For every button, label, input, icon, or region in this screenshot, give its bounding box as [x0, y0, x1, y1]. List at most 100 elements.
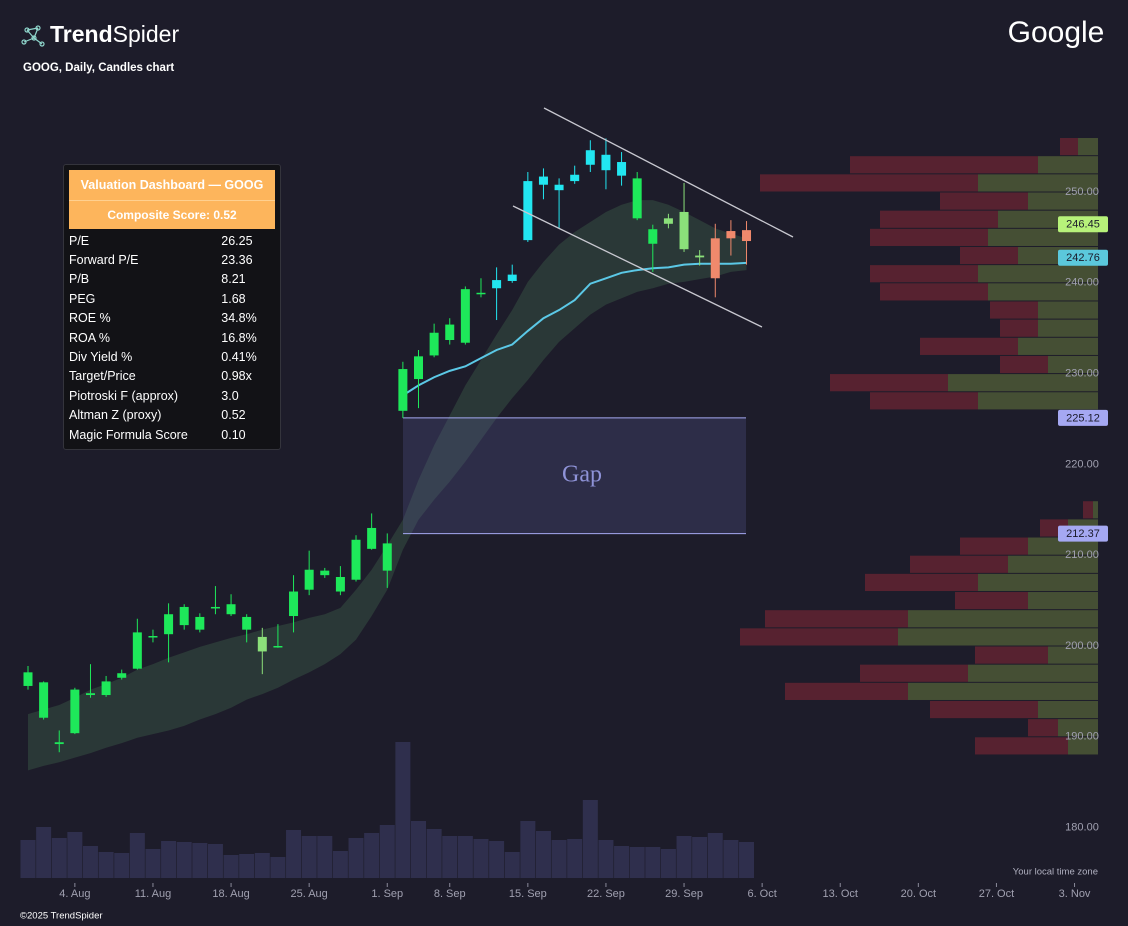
- candle-body: [101, 681, 111, 696]
- candle-body: [398, 369, 408, 411]
- price-tag: [1058, 409, 1108, 426]
- volume-bar: [317, 836, 333, 878]
- volume-bar: [161, 841, 177, 878]
- brand: TrendSpider: [50, 21, 179, 47]
- profile-up: [1018, 337, 1098, 355]
- volume-bar: [207, 844, 223, 878]
- candle-body: [70, 689, 80, 734]
- metric-value: 0.98x: [221, 369, 252, 384]
- profile-down: [830, 374, 948, 392]
- volume-bar: [129, 833, 145, 878]
- channel-line: [512, 205, 763, 328]
- volume-bar: [332, 851, 348, 878]
- volume-bar: [411, 821, 426, 878]
- x-tick-label: 18. Aug: [212, 888, 249, 900]
- metric-name: Altman Z (proxy): [69, 408, 162, 423]
- candle-body: [632, 178, 642, 219]
- profile-down: [880, 210, 998, 228]
- candle-body: [273, 646, 283, 648]
- volume-bar: [286, 830, 302, 878]
- volume-bar: [723, 840, 739, 878]
- profile-up: [1028, 537, 1098, 555]
- profile-down: [880, 283, 988, 301]
- profile-down: [955, 592, 1028, 610]
- volume-bar: [598, 840, 614, 878]
- profile-up: [1058, 719, 1098, 737]
- metric-name: Piotroski F (approx): [69, 388, 179, 403]
- candle-body: [289, 591, 299, 617]
- moving-average: [402, 261, 747, 397]
- profile-up: [1008, 555, 1098, 573]
- profile-up: [1028, 192, 1098, 210]
- volume-bar: [426, 829, 442, 878]
- price-tag-label: 242.76: [1066, 252, 1100, 264]
- candle-body: [695, 255, 705, 258]
- profile-down: [975, 737, 1068, 755]
- profile-down: [870, 265, 978, 283]
- candle-body: [382, 543, 392, 571]
- profile-down: [930, 700, 1038, 719]
- volume-bar: [504, 852, 520, 878]
- dashboard-row: Magic Formula Score 0.10: [69, 425, 280, 444]
- volume-bar: [567, 839, 583, 878]
- volume-bar: [629, 847, 645, 878]
- profile-down: [940, 192, 1028, 210]
- price-tag-label: 246.45: [1066, 219, 1100, 231]
- volume-bar: [51, 838, 67, 878]
- candle-body: [492, 280, 502, 289]
- candle-body: [148, 636, 158, 638]
- dashboard-header: Valuation Dashboard — GOOG Composite Sco…: [69, 170, 275, 229]
- metric-value: 34.8%: [221, 311, 257, 326]
- y-tick-label: 180.00: [1065, 822, 1099, 834]
- profile-up: [1048, 646, 1098, 664]
- volume-bar: [192, 843, 208, 878]
- price-tag-label: 212.37: [1066, 528, 1100, 540]
- profile-up: [978, 392, 1098, 410]
- plot: Gap 180.00 190.00 200.00 210.00 220.00 230.00 2…: [20, 138, 1108, 900]
- profile-up: [1048, 355, 1098, 374]
- profile-up: [1028, 592, 1098, 610]
- profile-down: [870, 228, 988, 246]
- candle-body: [554, 184, 564, 191]
- profile-down: [990, 301, 1038, 319]
- metric-name: Forward P/E: [69, 253, 139, 268]
- price-tag: [1058, 249, 1108, 266]
- volume-bar: [67, 832, 83, 878]
- volume-bar: [98, 852, 114, 878]
- x-tick-label: 25. Aug: [290, 888, 327, 900]
- candle-body: [210, 606, 220, 609]
- candle-body: [85, 693, 95, 696]
- profile-down: [740, 628, 898, 646]
- candle-body: [507, 274, 517, 281]
- candle-body: [335, 576, 345, 592]
- dashboard-row: Piotroski F (approx) 3.0: [69, 386, 280, 405]
- candle-body: [742, 230, 752, 242]
- volume-bar: [254, 853, 270, 878]
- profile-down: [1000, 355, 1048, 374]
- profile-up: [978, 174, 1098, 192]
- profile-up: [978, 265, 1098, 283]
- x-tick-label: 15. Sep: [509, 888, 547, 900]
- profile-up: [1038, 700, 1098, 719]
- candle-body: [726, 231, 736, 239]
- brand-icon: [21, 25, 45, 47]
- dashboard-row: ROE % 34.8%: [69, 309, 280, 328]
- x-tick-label: 22. Sep: [587, 888, 625, 900]
- x-tick-label: 29. Sep: [665, 888, 703, 900]
- profile-up: [1093, 501, 1098, 519]
- volume-bar: [660, 849, 676, 878]
- metric-name: Magic Formula Score: [69, 427, 188, 442]
- profile-up: [1068, 737, 1098, 755]
- candle-body: [445, 324, 455, 341]
- volume-bar: [36, 827, 52, 878]
- price-tag-label: 225.12: [1066, 412, 1100, 424]
- volume-bar: [520, 821, 536, 878]
- volume-bar: [551, 840, 567, 878]
- profile-down: [760, 174, 978, 192]
- candle-body: [226, 604, 236, 615]
- x-tick-label: 27. Oct: [979, 888, 1014, 900]
- metric-value: 16.8%: [221, 330, 257, 345]
- candle-body: [179, 606, 189, 626]
- price-tag: [1058, 525, 1108, 542]
- x-tick-label: 8. Sep: [434, 888, 466, 900]
